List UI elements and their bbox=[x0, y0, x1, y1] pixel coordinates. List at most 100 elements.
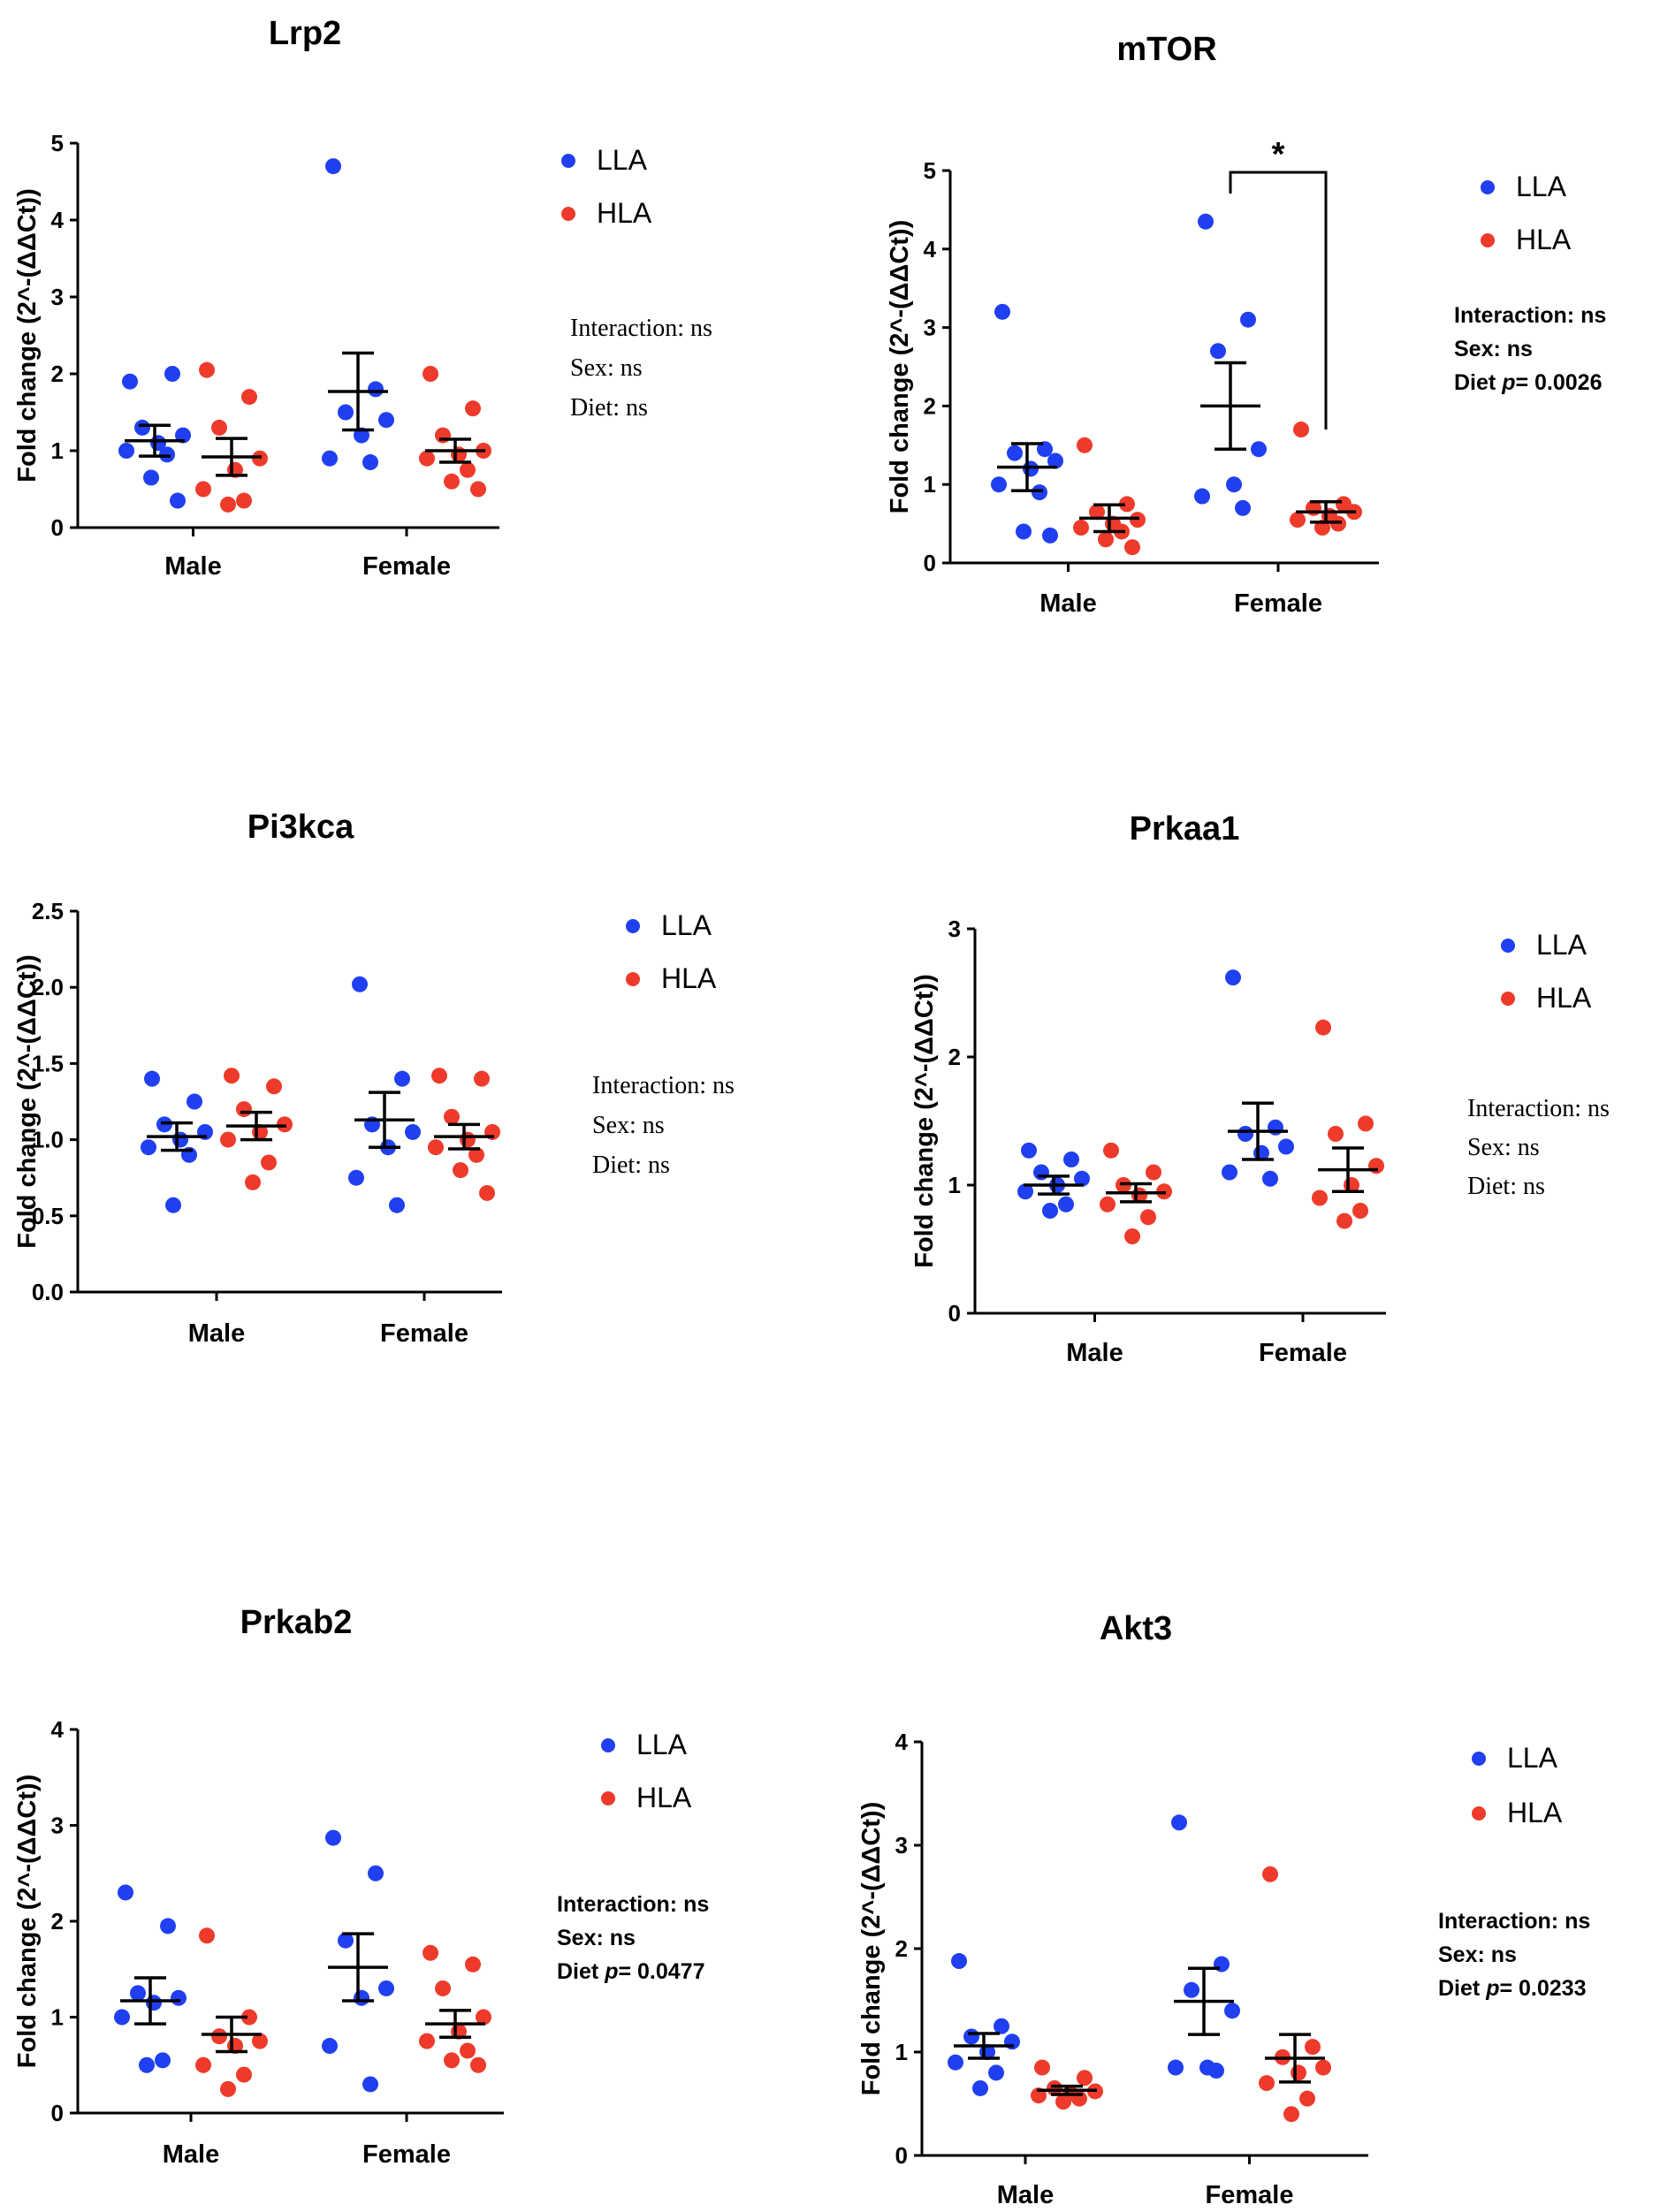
x-category-label: Male bbox=[163, 2140, 219, 2169]
data-point-hla bbox=[1073, 520, 1089, 536]
chart-panel-pi3kca: Pi3kca Fold change (2^-(ΔΔCt)) 0.0 0.5 1.0 1.… bbox=[13, 809, 735, 1348]
data-point-hla bbox=[460, 2042, 476, 2059]
y-axis-label: Fold change (2^-(ΔΔCt)) bbox=[13, 1775, 42, 2068]
chart-title: Prkab2 bbox=[240, 1604, 353, 1641]
data-point-hla bbox=[1315, 1019, 1331, 1036]
data-point-hla bbox=[1146, 1164, 1161, 1181]
stats-line: Sex: ns bbox=[1467, 1134, 1540, 1161]
x-category-label: Male bbox=[164, 552, 221, 581]
legend-marker-hla bbox=[601, 1791, 615, 1805]
data-point-hla bbox=[211, 419, 227, 436]
data-point-lla bbox=[1251, 441, 1267, 458]
data-point-lla bbox=[1222, 1164, 1237, 1181]
legend-marker-lla bbox=[561, 154, 575, 168]
data-point-hla bbox=[1098, 531, 1114, 548]
x-category-label: Male bbox=[1066, 1339, 1123, 1367]
chart-panel-prkab2: Prkab2 Fold change (2^-(ΔΔCt)) 0 1 2 3 4 Male Fe… bbox=[13, 1604, 709, 2169]
data-point-hla bbox=[195, 2056, 211, 2073]
y-tick-label: 3 bbox=[924, 315, 936, 341]
data-point-lla bbox=[118, 1884, 133, 1901]
data-point-lla bbox=[160, 1918, 176, 1935]
y-tick-label: 0.5 bbox=[32, 1203, 64, 1229]
data-point-hla bbox=[236, 2066, 252, 2083]
data-point-lla bbox=[1237, 1126, 1253, 1142]
data-point-hla bbox=[1328, 1126, 1344, 1142]
y-tick-label: 4 bbox=[924, 236, 937, 262]
y-tick-label: 2 bbox=[948, 1044, 961, 1070]
data-point-lla bbox=[1032, 484, 1047, 501]
y-tick-label: 2.5 bbox=[32, 898, 64, 924]
legend-marker-hla bbox=[561, 207, 575, 221]
legend-marker-hla bbox=[1472, 1806, 1486, 1821]
data-point-lla bbox=[1208, 2063, 1224, 2079]
data-point-lla bbox=[994, 303, 1010, 320]
stats-line: Diet: ns bbox=[1467, 1173, 1545, 1200]
data-point-hla bbox=[1368, 1158, 1384, 1174]
legend-marker-lla bbox=[601, 1738, 615, 1752]
data-point-hla bbox=[470, 481, 486, 498]
x-category-label: Female bbox=[380, 1319, 468, 1348]
data-point-lla bbox=[1058, 1196, 1074, 1212]
data-point-hla bbox=[444, 2052, 460, 2069]
x-category-label: Female bbox=[362, 2140, 451, 2169]
data-point-lla bbox=[378, 1980, 394, 1996]
data-point-hla bbox=[220, 496, 236, 513]
legend-marker-hla bbox=[1481, 233, 1495, 247]
data-point-lla bbox=[1226, 476, 1242, 493]
y-tick-label: 5 bbox=[51, 130, 64, 156]
y-tick-label: 0 bbox=[948, 1300, 961, 1326]
data-point-hla bbox=[245, 1174, 261, 1190]
chart-title: Lrp2 bbox=[269, 15, 341, 52]
y-tick-label: 0.0 bbox=[32, 1279, 64, 1305]
data-point-hla bbox=[1293, 422, 1309, 438]
data-point-hla bbox=[266, 1078, 282, 1095]
data-point-hla bbox=[1291, 2064, 1306, 2081]
data-point-hla bbox=[479, 1184, 495, 1201]
data-point-lla bbox=[352, 976, 368, 992]
data-point-lla bbox=[1171, 1814, 1187, 1831]
legend-label-lla: LLA bbox=[1507, 1742, 1558, 1774]
y-tick-label: 3 bbox=[51, 1813, 64, 1839]
data-point-lla bbox=[141, 1139, 156, 1156]
stats-line: Interaction: ns bbox=[1438, 1909, 1590, 1934]
data-point-lla bbox=[1198, 213, 1214, 230]
data-point-lla bbox=[118, 443, 134, 459]
data-point-hla bbox=[431, 1068, 447, 1084]
data-point-hla bbox=[1119, 496, 1135, 513]
data-point-hla bbox=[1124, 1228, 1140, 1244]
chart-title: Pi3kca bbox=[247, 809, 354, 846]
stats-line: Sex: ns bbox=[557, 1926, 636, 1950]
data-point-lla bbox=[1240, 311, 1256, 328]
data-point-lla bbox=[963, 2028, 979, 2045]
data-point-hla bbox=[241, 2009, 257, 2026]
y-tick-label: 5 bbox=[924, 157, 936, 184]
y-tick-label: 0 bbox=[51, 2100, 64, 2126]
data-point-lla bbox=[368, 1865, 384, 1881]
data-point-hla bbox=[1259, 2075, 1275, 2092]
data-point-lla bbox=[164, 366, 180, 382]
data-point-hla bbox=[476, 2009, 491, 2026]
data-point-lla bbox=[1017, 1183, 1033, 1200]
legend-label-hla: HLA bbox=[661, 962, 717, 994]
data-point-lla bbox=[144, 1070, 160, 1087]
data-point-hla bbox=[1103, 1142, 1119, 1159]
legend-label-hla: HLA bbox=[1536, 982, 1592, 1014]
data-point-lla bbox=[146, 1995, 162, 2011]
data-point-hla bbox=[428, 1139, 444, 1156]
x-category-label: Female bbox=[1234, 589, 1322, 618]
legend-label-lla: LLA bbox=[636, 1729, 688, 1760]
data-point-hla bbox=[1130, 512, 1146, 528]
data-point-hla bbox=[236, 1101, 252, 1118]
data-point-hla bbox=[460, 461, 476, 478]
data-point-lla bbox=[322, 2038, 338, 2055]
legend-marker-hla bbox=[626, 972, 640, 986]
data-point-hla bbox=[451, 446, 467, 463]
data-point-lla bbox=[1074, 1170, 1090, 1187]
legend-label-hla: HLA bbox=[597, 197, 652, 229]
x-category-label: Male bbox=[1039, 589, 1096, 618]
data-point-lla bbox=[948, 2054, 963, 2071]
data-point-hla bbox=[453, 1162, 468, 1179]
y-axis-label: Fold change (2^-(ΔΔCt)) bbox=[910, 974, 939, 1267]
data-point-lla bbox=[994, 2018, 1009, 2034]
data-point-lla bbox=[1168, 2059, 1184, 2076]
